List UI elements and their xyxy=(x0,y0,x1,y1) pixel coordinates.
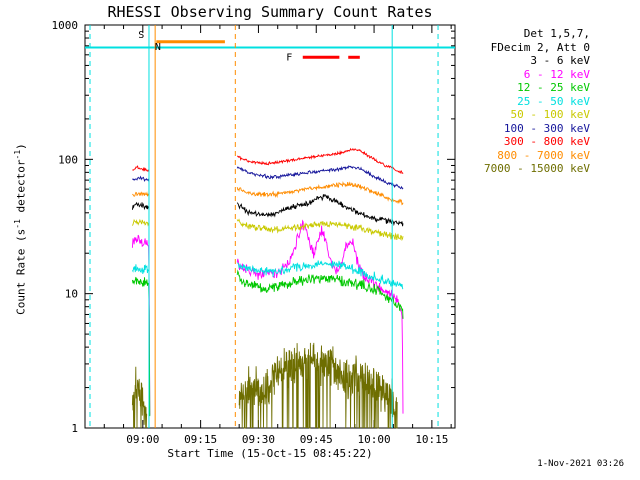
series-line-800-7000-kev xyxy=(236,180,404,206)
y-tick-label: 100 xyxy=(58,153,78,166)
series-line-25-50-kev xyxy=(132,264,150,275)
y-tick-label: 1000 xyxy=(52,19,79,32)
y-axis-label: Count Rate (s-1 detector-1) xyxy=(13,79,28,379)
series-line-100-300-kev xyxy=(132,175,150,183)
flag-label-F: F xyxy=(286,52,292,63)
series-line-25-50-kev xyxy=(237,260,404,290)
series-line-300-800-kev xyxy=(236,147,404,174)
legend-entry-12-25-kev: 12 - 25 keV xyxy=(517,81,590,94)
series-line-7000-15000-kev xyxy=(238,342,398,429)
legend-entry-50-100-kev: 50 - 100 keV xyxy=(510,108,590,121)
plot-frame xyxy=(84,24,456,429)
legend-entry-7000-15000-kev: 7000 - 15000 keV xyxy=(484,162,590,175)
legend-entry-300-800-kev: 300 - 800 keV xyxy=(503,135,590,148)
legend-entry-25-50-kev: 25 - 50 keV xyxy=(517,94,590,108)
series-line-12-25-kev xyxy=(131,276,151,417)
y-axis-superscript: -1 xyxy=(13,149,22,160)
series-line-3-6-kev xyxy=(236,194,404,227)
series-line-100-300-kev xyxy=(236,165,404,190)
legend-entry-800-7000-kev: 800 - 7000 keV xyxy=(497,148,590,162)
series-line-3-6-kev xyxy=(131,201,150,211)
series-line-50-100-kev xyxy=(236,218,404,242)
legend-header-line-1: Det 1,5,7, xyxy=(523,27,590,40)
x-tick-label: 09:00 xyxy=(126,433,159,446)
chart-title: RHESSI Observing Summary Count Rates xyxy=(107,3,433,21)
y-axis-label-text: detector xyxy=(14,159,28,220)
x-axis-label: Start Time (15-Oct-15 08:45:22) xyxy=(167,447,373,460)
x-tick-label: 09:30 xyxy=(242,433,275,446)
y-axis-label-text: ) xyxy=(14,143,28,150)
series-line-7000-15000-kev xyxy=(131,366,148,429)
y-tick-label: 1 xyxy=(71,422,78,435)
legend-entry-100-300-kev: 100 - 300 keV xyxy=(503,121,590,135)
y-axis-label-text: Count Rate (s xyxy=(14,228,28,315)
creation-timestamp: 1-Nov-2021 03:26 xyxy=(537,459,624,469)
legend-entry-3-6-kev: 3 - 6 keV xyxy=(530,54,590,67)
flag-label-N: N xyxy=(155,42,161,53)
legend-entry-6-12-kev: 6 - 12 keV xyxy=(523,67,590,81)
series-line-300-800-kev xyxy=(132,165,150,173)
x-tick-label: 09:15 xyxy=(184,433,217,446)
x-tick-label: 10:00 xyxy=(358,433,391,446)
series-line-50-100-kev xyxy=(132,218,150,227)
series-line-800-7000-kev xyxy=(132,191,150,197)
y-axis-superscript: -1 xyxy=(13,219,22,229)
legend-header-line-2: FDecim 2, Att 0 xyxy=(490,40,590,54)
flag-label-S: S xyxy=(138,30,144,41)
series-line-6-12-kev xyxy=(131,234,151,416)
x-tick-label: 10:15 xyxy=(415,433,448,446)
series-line-12-25-kev xyxy=(236,269,404,319)
y-tick-label: 10 xyxy=(65,288,78,301)
x-tick-label: 09:45 xyxy=(300,433,333,446)
